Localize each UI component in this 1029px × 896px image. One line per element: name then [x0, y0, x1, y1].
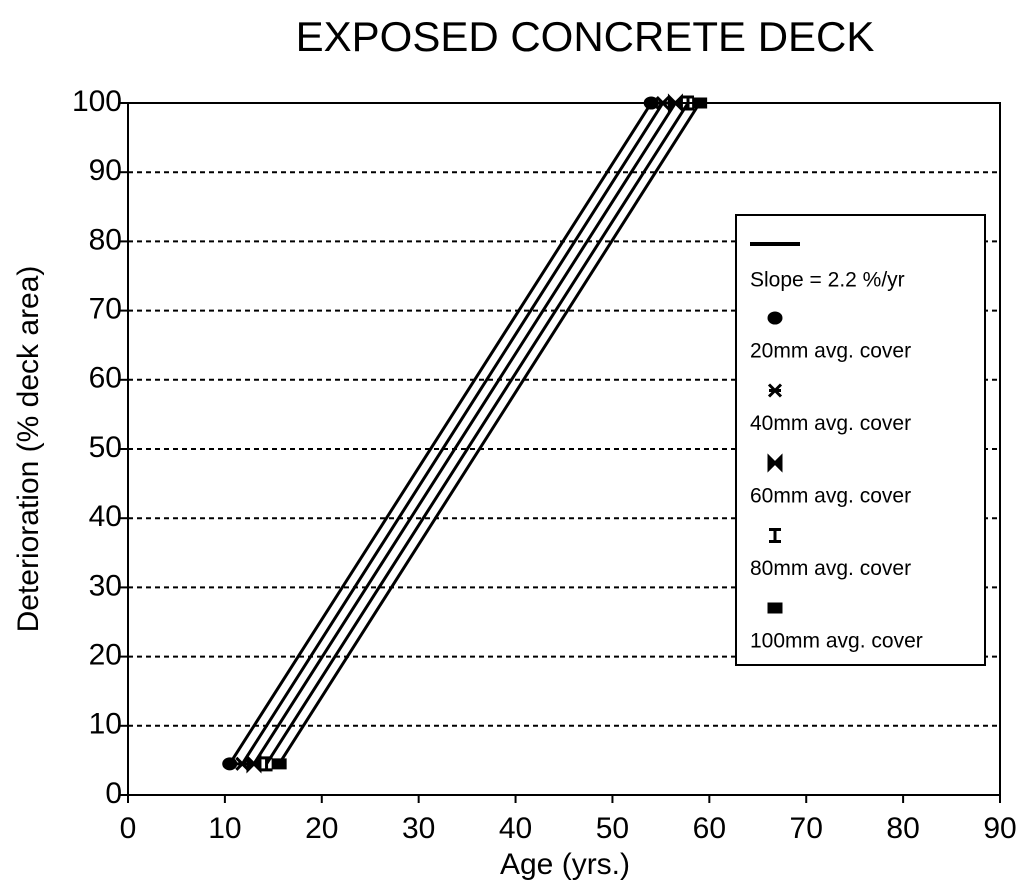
- series-line: [252, 102, 677, 765]
- y-tick-label: 0: [105, 777, 122, 810]
- x-tick-label: 20: [305, 812, 338, 845]
- series-line: [265, 102, 690, 765]
- legend-marker: [767, 602, 783, 614]
- marker: [643, 96, 659, 110]
- chart-title: EXPOSED CONCRETE DECK: [296, 13, 875, 60]
- legend-marker: [769, 528, 781, 543]
- marker: [682, 95, 695, 111]
- x-tick-label: 10: [208, 812, 241, 845]
- marker: [271, 758, 287, 770]
- marker: [246, 754, 262, 774]
- y-tick-label: 60: [89, 362, 122, 395]
- legend-label: 100mm avg. cover: [750, 630, 923, 653]
- x-tick-label: 60: [693, 812, 726, 845]
- marker: [235, 756, 250, 771]
- marker: [692, 97, 708, 109]
- y-tick-label: 20: [89, 639, 122, 672]
- y-tick-label: 40: [89, 500, 122, 533]
- legend-label: 20mm avg. cover: [750, 340, 911, 363]
- plot-frame: [127, 102, 1001, 796]
- legend-label: 60mm avg. cover: [750, 485, 911, 508]
- x-axis-label: Age (yrs.): [500, 848, 630, 881]
- y-tick-label: 100: [72, 85, 122, 118]
- marker: [667, 93, 683, 113]
- y-tick-label: 80: [89, 223, 122, 256]
- x-tick-label: 0: [120, 812, 137, 845]
- legend-label: 80mm avg. cover: [750, 557, 911, 580]
- x-tick-label: 40: [499, 812, 532, 845]
- legend-marker: [767, 453, 783, 473]
- y-tick-label: 70: [89, 293, 122, 326]
- y-tick-label: 50: [89, 431, 122, 464]
- legend-marker: [767, 383, 783, 398]
- x-tick-label: 90: [983, 812, 1016, 845]
- y-tick-label: 10: [89, 708, 122, 741]
- x-tick-label: 30: [402, 812, 435, 845]
- marker: [260, 756, 273, 772]
- legend-label: 40mm avg. cover: [750, 412, 911, 435]
- x-tick-label: 70: [790, 812, 823, 845]
- series-line: [241, 102, 665, 765]
- x-tick-label: 50: [596, 812, 629, 845]
- marker: [655, 95, 670, 111]
- y-axis-label: Deterioration (% deck area): [12, 266, 45, 633]
- legend-box: [735, 214, 986, 666]
- y-tick-label: 90: [89, 154, 122, 187]
- y-tick-label: 30: [89, 569, 122, 602]
- x-tick-label: 80: [886, 812, 919, 845]
- marker: [222, 757, 238, 771]
- series-line: [277, 102, 701, 765]
- series-line: [228, 102, 653, 765]
- legend-label: Slope = 2.2 %/yr: [750, 269, 905, 292]
- legend-marker: [767, 311, 783, 325]
